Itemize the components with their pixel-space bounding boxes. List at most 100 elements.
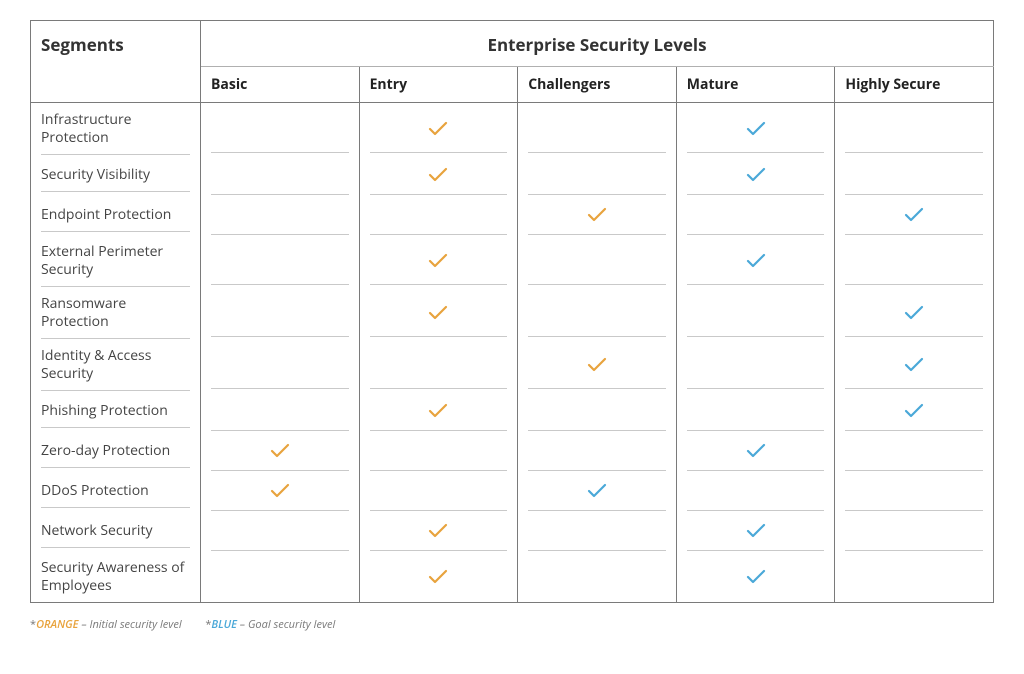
mark-cell	[201, 471, 360, 511]
check-icon	[903, 304, 925, 322]
security-matrix: Segments Enterprise Security Levels Basi…	[30, 20, 994, 632]
mark-cell	[359, 155, 518, 195]
level-header-entry: Entry	[359, 67, 518, 103]
mark-cell	[359, 235, 518, 287]
mark-cell	[518, 511, 677, 551]
mark-cell	[201, 235, 360, 287]
segment-label: Network Security	[41, 514, 190, 549]
mark-cell	[518, 235, 677, 287]
segment-label: Security Visibility	[41, 158, 190, 193]
matrix-body: Infrastructure ProtectionSecurity Visibi…	[31, 103, 994, 603]
mark-cell	[518, 103, 677, 156]
mark-cell	[518, 195, 677, 235]
mark-cell	[518, 471, 677, 511]
level-header-highly-secure: Highly Secure	[835, 67, 994, 103]
segments-header: Segments	[31, 21, 201, 103]
mark-cell	[201, 391, 360, 431]
mark-cell	[676, 431, 835, 471]
mark-cell	[676, 287, 835, 339]
mark-cell	[835, 339, 994, 391]
segment-cell: Infrastructure Protection	[31, 103, 201, 156]
check-icon	[427, 166, 449, 184]
mark-cell	[518, 551, 677, 603]
mark-cell	[201, 155, 360, 195]
mark-cell	[835, 287, 994, 339]
check-icon	[745, 252, 767, 270]
mark-cell	[676, 195, 835, 235]
check-icon	[903, 402, 925, 420]
check-icon	[427, 304, 449, 322]
mark-cell	[359, 391, 518, 431]
mark-cell	[676, 471, 835, 511]
segment-label: Zero-day Protection	[41, 434, 190, 469]
mark-cell	[359, 431, 518, 471]
mark-cell	[676, 339, 835, 391]
segment-cell: Security Awareness of Employees	[31, 551, 201, 603]
mark-cell	[518, 391, 677, 431]
segment-label: External Perimeter Security	[41, 235, 190, 287]
check-icon	[427, 522, 449, 540]
table-row: DDoS Protection	[31, 471, 994, 511]
legend: *ORANGE – Initial security level *BLUE –…	[30, 617, 994, 632]
table-row: Security Visibility	[31, 155, 994, 195]
segment-cell: Zero-day Protection	[31, 431, 201, 471]
mark-cell	[359, 511, 518, 551]
legend-orange-desc: – Initial security level	[78, 617, 181, 632]
segment-label: Ransomware Protection	[41, 287, 190, 339]
check-icon	[586, 482, 608, 500]
check-icon	[745, 522, 767, 540]
mark-cell	[835, 235, 994, 287]
mark-cell	[676, 551, 835, 603]
segment-cell: Phishing Protection	[31, 391, 201, 431]
segment-cell: External Perimeter Security	[31, 235, 201, 287]
segment-label: Phishing Protection	[41, 394, 190, 429]
levels-super-header: Enterprise Security Levels	[201, 21, 994, 67]
check-icon	[745, 568, 767, 586]
table-row: Security Awareness of Employees	[31, 551, 994, 603]
segment-cell: Network Security	[31, 511, 201, 551]
check-icon	[427, 568, 449, 586]
mark-cell	[201, 511, 360, 551]
check-icon	[269, 442, 291, 460]
mark-cell	[676, 103, 835, 156]
mark-cell	[201, 287, 360, 339]
segment-cell: Endpoint Protection	[31, 195, 201, 235]
mark-cell	[676, 391, 835, 431]
mark-cell	[359, 471, 518, 511]
segment-label: Security Awareness of Employees	[41, 551, 190, 602]
check-icon	[586, 356, 608, 374]
mark-cell	[359, 551, 518, 603]
mark-cell	[359, 339, 518, 391]
table-row: Infrastructure Protection	[31, 103, 994, 156]
check-icon	[903, 206, 925, 224]
table-row: Network Security	[31, 511, 994, 551]
segment-label: Infrastructure Protection	[41, 103, 190, 155]
level-header-basic: Basic	[201, 67, 360, 103]
check-icon	[427, 402, 449, 420]
mark-cell	[835, 391, 994, 431]
mark-cell	[359, 195, 518, 235]
check-icon	[586, 206, 608, 224]
check-icon	[903, 356, 925, 374]
mark-cell	[676, 235, 835, 287]
segment-cell: DDoS Protection	[31, 471, 201, 511]
matrix-table: Segments Enterprise Security Levels Basi…	[30, 20, 994, 603]
segment-cell: Identity & Access Security	[31, 339, 201, 391]
mark-cell	[201, 195, 360, 235]
mark-cell	[359, 103, 518, 156]
table-row: Identity & Access Security	[31, 339, 994, 391]
mark-cell	[676, 511, 835, 551]
mark-cell	[201, 431, 360, 471]
legend-orange-label: ORANGE	[36, 617, 78, 632]
mark-cell	[835, 103, 994, 156]
table-row: Zero-day Protection	[31, 431, 994, 471]
legend-blue-label: BLUE	[211, 617, 237, 632]
segment-cell: Security Visibility	[31, 155, 201, 195]
mark-cell	[518, 431, 677, 471]
mark-cell	[518, 339, 677, 391]
mark-cell	[835, 551, 994, 603]
segment-label: DDoS Protection	[41, 474, 190, 509]
check-icon	[745, 442, 767, 460]
table-row: Endpoint Protection	[31, 195, 994, 235]
mark-cell	[201, 551, 360, 603]
